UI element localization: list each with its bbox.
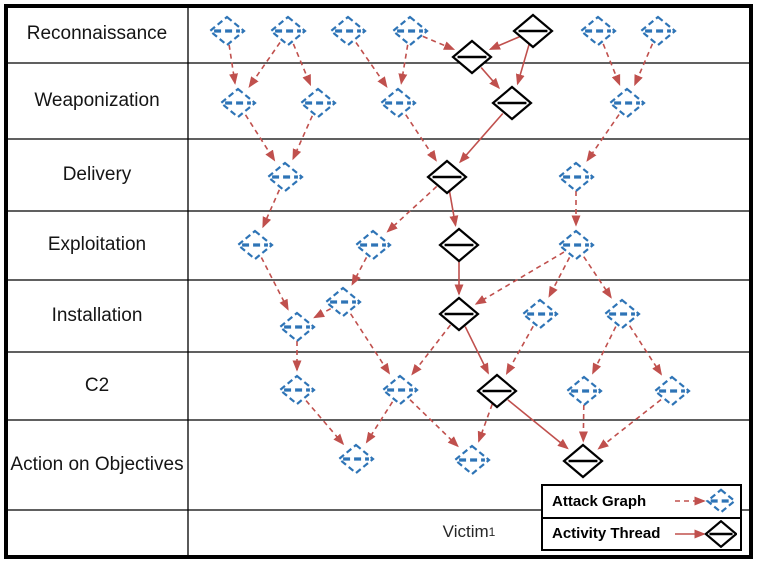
attack-graph-edge [244,114,276,162]
stage-label-weaponization: Weaponization [34,89,160,111]
attack-graph-node [354,229,392,261]
activity-thread-node [438,227,480,263]
attack-graph-edge [548,257,571,298]
attack-graph-edge [292,43,312,87]
activity-thread-node [438,296,480,332]
activity-thread-node [451,39,493,75]
activity-thread-edge [507,399,569,450]
attack-graph-edge [305,400,345,446]
stage-label-c2: C2 [84,374,110,396]
attack-graph-edge [260,257,289,311]
activity-thread-node [476,373,518,409]
stage-label-delivery: Delivery [62,163,132,185]
attack-graph-node [579,15,617,47]
attack-graph-node [565,375,603,407]
attack-graph-edge [592,326,617,375]
victim-label: Victim 1 [189,512,749,552]
attack-graph-node [557,229,595,261]
attack-graph-edge [365,401,394,444]
activity-thread-symbol-icon [675,519,737,548]
attack-graph-edge [477,403,493,443]
attack-graph-edge [398,44,409,85]
attack-graph-node [269,15,307,47]
attack-graph-edge [228,44,238,85]
attack-graph-node [557,161,595,193]
attack-graph-node [278,374,316,406]
activity-thread-node [491,85,533,121]
attack-graph-edge [313,307,332,319]
attack-graph-edge [355,42,388,88]
activity-thread-node [704,519,737,548]
legend: Attack Graph Activity Thread [541,484,742,551]
attack-graph-node [705,488,737,514]
attack-graph-node [219,87,257,119]
activity-thread-edge [459,112,504,164]
attack-graph-node [299,87,337,119]
activity-thread-node [562,443,604,479]
stage-label-exploitation: Exploitation [47,234,147,256]
attack-graph-node [337,443,375,475]
attack-graph-node [653,375,691,407]
attack-graph-edge [586,114,620,162]
activity-thread-node [426,159,468,195]
attack-graph-node [608,87,646,119]
outer-border [4,4,753,559]
attack-graph-edge [292,115,314,161]
attack-graph-edge [411,324,452,376]
activity-thread-edge [448,190,459,227]
victim-text: Victim [442,522,489,541]
attack-graph-node [236,229,274,261]
activity-thread-edge [464,326,489,375]
attack-graph-edge [248,42,281,88]
legend-attack-graph-label: Attack Graph [552,492,647,510]
activity-thread-edge [488,35,521,50]
attack-graph-edge [386,185,438,233]
attack-graph-edge [422,35,456,51]
activity-thread-edge [515,44,530,86]
attack-graph-edge [602,43,621,87]
legend-activity-thread-label: Activity Thread [552,525,661,543]
attack-graph-edge [505,325,534,376]
attack-graph-node [391,15,429,47]
victim-subscript: 1 [488,525,496,539]
attack-graph-edge [634,43,654,87]
legend-row-activity-thread: Activity Thread [543,516,740,550]
attack-graph-edge [405,114,437,162]
attack-graph-edge [583,256,612,299]
activity-thread-edge [480,67,500,90]
attack-graph-edge [262,189,281,229]
legend-row-attack-graph: Attack Graph [543,486,740,517]
attack-graph-node [266,161,304,193]
attack-graph-symbol-icon [675,488,737,514]
attack-graph-edge [349,313,391,375]
stage-label-installation: Installation [51,304,143,326]
attack-graph-node [278,311,316,343]
attack-graph-node [603,298,641,330]
attack-graph-edge [409,399,459,448]
attack-graph-node [381,374,419,406]
attack-graph-node [453,444,491,476]
activity-thread-node [512,13,554,49]
attack-graph-edge [474,251,565,305]
attack-graph-node [379,87,417,119]
attack-graph-node [208,15,246,47]
attack-graph-node [639,15,677,47]
attack-graph-node [324,286,362,318]
stage-label-action-on-objectives: Action on Objectives [10,453,184,475]
attack-graph-node [521,298,559,330]
stage-label-reconnaissance: Reconnaissance [26,23,168,45]
attack-graph-edge [597,399,662,450]
attack-graph-edge [628,325,663,376]
attack-graph-edge [578,404,588,443]
attack-graph-node [329,15,367,47]
